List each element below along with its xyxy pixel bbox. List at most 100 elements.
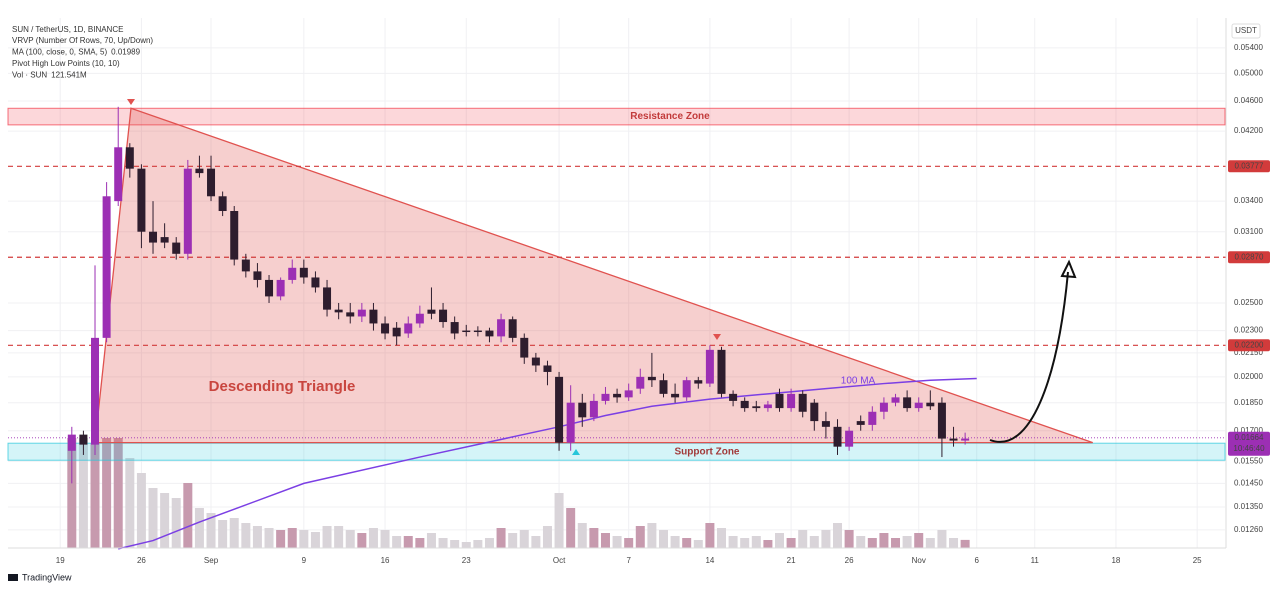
candle-body	[125, 147, 134, 169]
level-tag-label: 0.02200	[1235, 340, 1264, 349]
volume-bar	[624, 538, 634, 548]
volume-bar	[879, 533, 889, 548]
volume-bar	[206, 513, 216, 548]
candle-body	[404, 323, 413, 334]
candle-body	[926, 402, 935, 407]
candle-body	[265, 279, 274, 297]
volume-bar	[751, 536, 761, 548]
volume-bar	[600, 533, 610, 548]
volume-bar	[508, 533, 518, 548]
volume-bar	[67, 438, 77, 548]
candle-body	[694, 380, 703, 384]
candle-body	[102, 196, 111, 338]
volume-bar	[775, 533, 785, 548]
volume-bar	[891, 538, 901, 548]
volume-bar	[171, 498, 181, 548]
indicator-value: 0.01989	[111, 48, 140, 57]
y-tick-label: 0.01700	[1234, 426, 1263, 435]
y-tick-label: 0.01550	[1234, 456, 1263, 465]
volume-bar	[136, 473, 146, 548]
zone-label: Resistance Zone	[630, 111, 710, 122]
volume-bar	[612, 536, 622, 548]
volume-bar	[809, 536, 819, 548]
volume-bar	[276, 530, 286, 548]
volume-bar	[554, 493, 564, 548]
y-tick-label: 0.02000	[1234, 372, 1263, 381]
volume-bar	[682, 538, 692, 548]
volume-bar	[577, 523, 587, 548]
volume-bar	[647, 523, 657, 548]
candle-body	[172, 242, 181, 254]
volume-bar	[160, 493, 170, 548]
y-tick-label: 0.02500	[1234, 298, 1263, 307]
volume-bar	[218, 520, 228, 548]
y-tick-label: 0.02300	[1234, 326, 1263, 335]
candle-body	[845, 430, 854, 447]
volume-bar	[357, 533, 367, 548]
indicator-label: Vol · SUN	[12, 71, 47, 80]
volume-bar	[90, 443, 100, 548]
volume-bar	[728, 536, 738, 548]
x-tick-label: 26	[137, 556, 146, 565]
x-tick-label: Sep	[204, 556, 219, 565]
candle-body	[914, 402, 923, 409]
candle-body	[253, 271, 262, 280]
volume-bar	[148, 488, 158, 548]
moving-average: 100 MA	[118, 376, 977, 550]
candle-body	[833, 426, 842, 447]
candle-body	[903, 397, 912, 409]
volume-bar	[867, 538, 877, 548]
candle-body	[381, 323, 390, 334]
volume-bar	[833, 523, 843, 548]
volume-bar	[426, 533, 436, 548]
volume-bar	[531, 536, 541, 548]
candle-body	[160, 237, 169, 243]
candle-body	[114, 147, 123, 202]
volume-pane	[67, 438, 970, 548]
candle-body	[149, 231, 158, 243]
volume-bar	[403, 536, 413, 548]
volume-bar	[194, 508, 204, 548]
volume-bar	[658, 530, 668, 548]
volume-bar	[229, 518, 239, 548]
indicator-label: Pivot High Low Points (10, 10)	[12, 59, 120, 68]
volume-bar	[102, 438, 112, 548]
candles	[67, 106, 970, 484]
candle-body	[671, 393, 680, 398]
candle-body	[531, 357, 540, 366]
candle-body	[241, 259, 250, 272]
candle-body	[636, 376, 645, 389]
candle-body	[288, 267, 297, 280]
y-tick-label: 0.02150	[1234, 348, 1263, 357]
grid	[8, 18, 1225, 548]
volume-bar	[241, 523, 251, 548]
candle-body	[798, 393, 807, 412]
volume-bar	[786, 538, 796, 548]
y-tick-label: 0.04200	[1234, 126, 1263, 135]
level-tag	[1228, 251, 1270, 264]
volume-bar	[844, 530, 854, 548]
candle-body	[856, 421, 865, 425]
candle-body	[485, 330, 494, 337]
candle-body	[752, 406, 761, 409]
zones: Resistance Zone Support Zone	[7, 107, 1226, 461]
volume-bar	[368, 528, 378, 548]
volume-bar	[763, 540, 773, 548]
volume-bar	[380, 530, 390, 548]
volume-bar	[960, 539, 970, 548]
candle-body	[949, 438, 958, 441]
volume-bar	[310, 532, 320, 548]
candle-body	[346, 312, 355, 317]
arrow-head	[1060, 259, 1077, 279]
volume-bar	[438, 538, 448, 548]
x-tick-label: 26	[845, 556, 854, 565]
level-tag-label: 0.02870	[1235, 252, 1264, 261]
candle-body	[624, 390, 633, 398]
indicator-label: MA (100, close, 0, SMA, 5)	[12, 48, 107, 57]
x-tick-label: 18	[1111, 556, 1120, 565]
volume-bar	[496, 528, 506, 548]
x-tick-label: 6	[975, 556, 980, 565]
candle-body	[879, 402, 888, 412]
x-tick-label: 7	[626, 556, 631, 565]
ma-line	[118, 377, 977, 550]
